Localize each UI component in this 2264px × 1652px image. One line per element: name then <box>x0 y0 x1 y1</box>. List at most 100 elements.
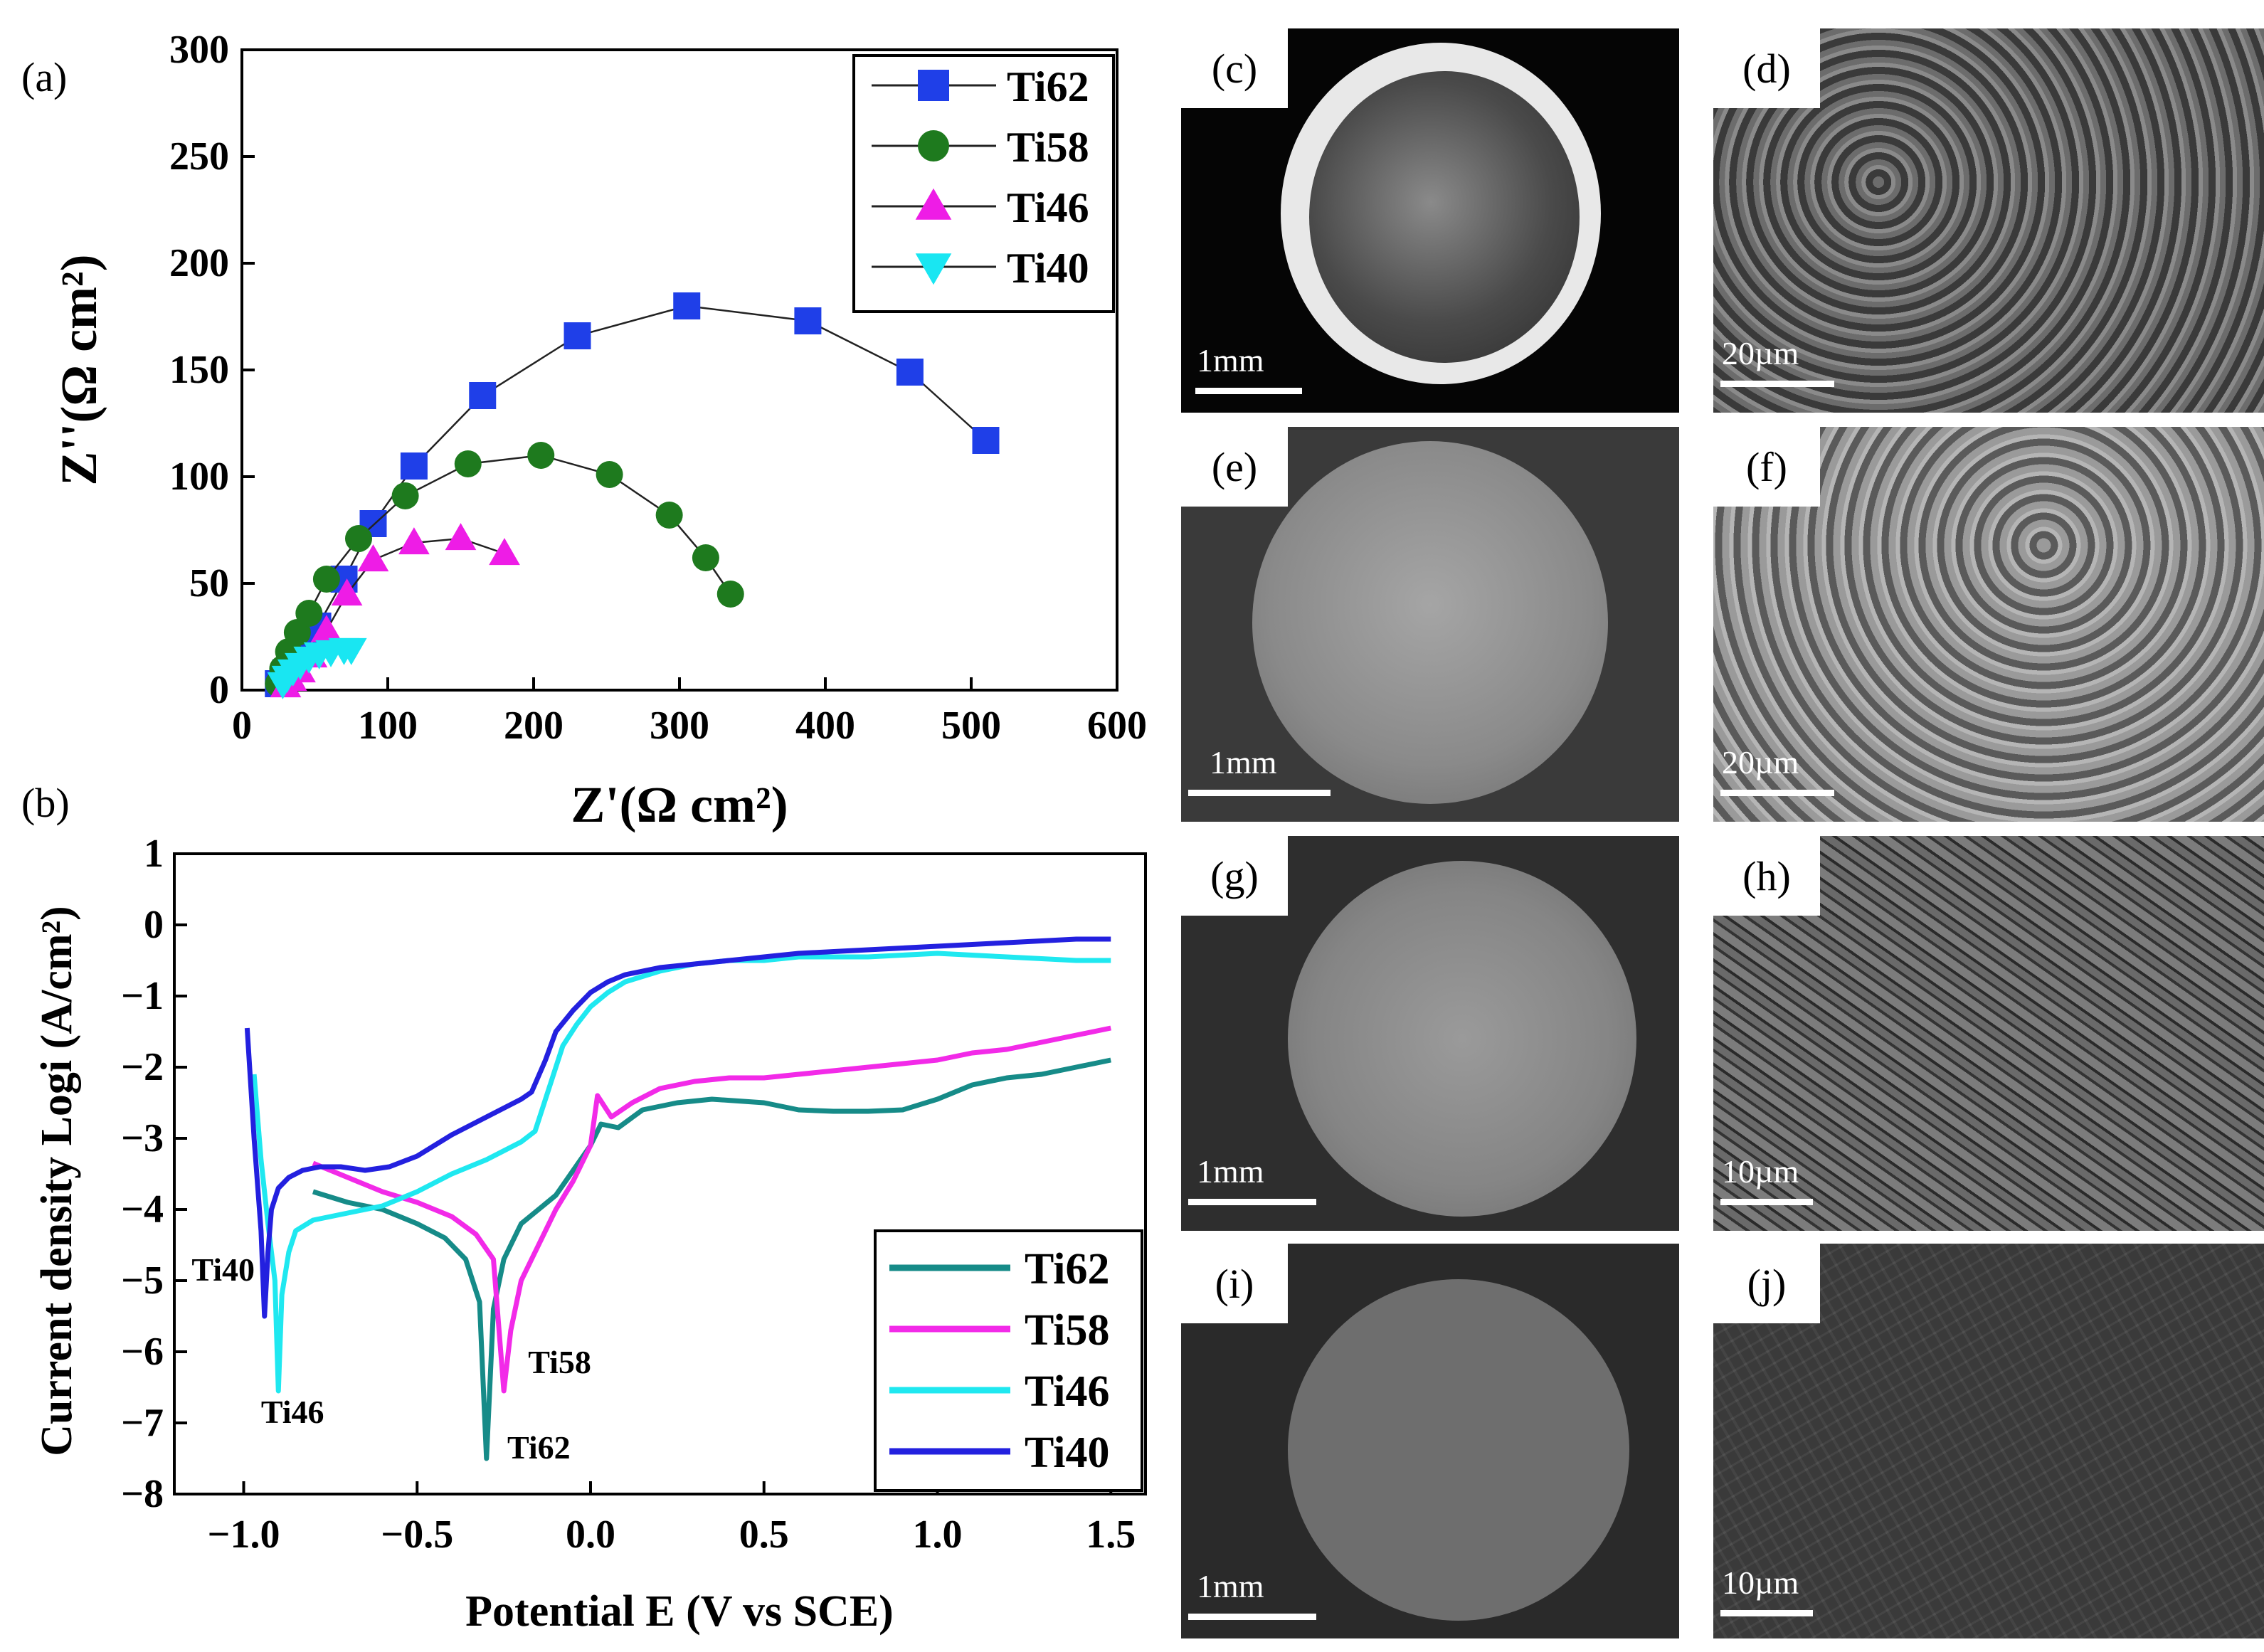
sem-i-label: (i) <box>1181 1244 1288 1323</box>
data-point <box>564 322 591 349</box>
data-point <box>295 600 323 627</box>
data-point <box>596 461 623 488</box>
data-point <box>311 615 342 642</box>
y-tick-label: −3 <box>121 1116 164 1160</box>
legend-marker <box>915 188 952 220</box>
panel-b-series <box>244 936 1111 1461</box>
y-tick-label: −6 <box>121 1330 164 1374</box>
x-tick-label: 400 <box>795 704 855 748</box>
y-tick-label: −7 <box>121 1401 164 1445</box>
sem-image-h: (h) 10µm <box>1713 836 2264 1231</box>
x-tick-label: 1.5 <box>1086 1513 1136 1557</box>
sem-f-scale-text: 20µm <box>1722 744 1799 780</box>
x-tick-label: 0.5 <box>739 1513 789 1557</box>
panel-b-ylabel: Current density Logi (A/cm²) <box>33 906 81 1456</box>
y-tick-label: 250 <box>169 134 229 179</box>
legend-marker <box>918 70 949 101</box>
x-tick-label: 500 <box>941 704 1001 748</box>
legend-label: Ti40 <box>1007 245 1089 292</box>
y-tick-label: 200 <box>169 241 229 285</box>
sem-g-label: (g) <box>1181 836 1288 916</box>
annotation-Ti62: Ti62 <box>507 1429 571 1466</box>
series-Ti58-line <box>312 1025 1111 1394</box>
sem-h-scale-bar <box>1720 1199 1813 1205</box>
sem-f-scale-bar <box>1720 790 1834 796</box>
y-tick-label: −8 <box>121 1472 164 1516</box>
panel-b-xlabel: Potential E (V vs SCE) <box>465 1587 894 1636</box>
sem-i-sample <box>1288 1279 1629 1621</box>
legend-label: Ti58 <box>1007 124 1089 171</box>
data-point <box>400 452 428 480</box>
panel-b: (b) −1.0 −0.5 0.0 0.5 1.0 1.5 −8−7−6−5−4−3−2−… <box>21 780 1147 1636</box>
y-tick-label: 0 <box>209 668 229 712</box>
y-tick-label: 0 <box>144 903 164 947</box>
x-tick-label: 0 <box>232 704 252 748</box>
sem-image-d: (d) 20µm <box>1713 28 2264 413</box>
panel-a-legend: Ti62 Ti58 Ti46 Ti40 <box>852 54 1115 313</box>
panel-b-label: (b) <box>21 780 70 826</box>
sem-d-label: (d) <box>1713 28 1820 108</box>
sem-c-scale-bar <box>1195 388 1302 394</box>
panel-a-x-ticks: 0 100 200 300 400 500 600 <box>232 677 1147 748</box>
legend-label: Ti40 <box>1025 1429 1109 1477</box>
y-tick-label: 150 <box>169 348 229 392</box>
sem-image-j: (j) 10µm <box>1713 1244 2264 1638</box>
x-tick-label: 600 <box>1087 704 1147 748</box>
panel-a-label: (a) <box>21 54 67 100</box>
sem-c-label: (c) <box>1181 28 1288 108</box>
data-point <box>692 544 719 571</box>
sem-image-e: (e) 1mm <box>1181 427 1679 822</box>
series-Ti62 <box>265 292 1000 697</box>
panel-a-y-ticks: 0 50 100 150 200 250 300 <box>169 28 255 712</box>
sem-j-label: (j) <box>1713 1244 1820 1323</box>
series-Ti40-line <box>244 936 1111 1319</box>
annotation-Ti40: Ti40 <box>191 1251 255 1288</box>
sem-e-sample <box>1252 441 1608 804</box>
panel-a-ylabel: Z''(Ω cm²) <box>51 254 107 485</box>
sem-f-label: (f) <box>1713 427 1820 507</box>
data-point <box>794 307 822 334</box>
sem-g-sample <box>1288 861 1636 1217</box>
sem-j-scale-text: 10µm <box>1722 1564 1799 1601</box>
series-Ti40 <box>267 637 367 699</box>
legend-label: Ti58 <box>1025 1306 1109 1355</box>
legend-label: Ti62 <box>1025 1245 1109 1293</box>
y-tick-label: −5 <box>121 1259 164 1303</box>
panel-a-legend-entries: Ti62 Ti58 Ti46 Ti40 <box>872 63 1089 292</box>
x-tick-label: 300 <box>650 704 709 748</box>
sem-h-scale-text: 10µm <box>1722 1153 1799 1190</box>
data-point <box>445 523 477 551</box>
data-point <box>972 427 1000 454</box>
sem-image-f: (f) 20µm <box>1713 427 2264 822</box>
sem-e-scale-text: 1mm <box>1210 744 1277 780</box>
panel-b-legend-box <box>874 1229 1143 1492</box>
data-point <box>454 450 482 477</box>
panel-a: (a) 0 100 200 300 400 500 600 0 50 100 150 200 250 3… <box>21 28 1147 833</box>
y-tick-label: −1 <box>121 974 164 1018</box>
x-tick-label: 0.0 <box>566 1513 615 1557</box>
series-Ti62-line <box>312 1057 1111 1461</box>
y-tick-label: −4 <box>121 1187 164 1232</box>
data-point <box>655 502 683 529</box>
sem-e-label: (e) <box>1181 427 1288 507</box>
annotation-Ti58: Ti58 <box>528 1344 591 1380</box>
sem-image-i: (i) 1mm <box>1181 1244 1679 1638</box>
panel-b-annotations: Ti40 Ti46 Ti58 Ti62 <box>191 1251 591 1466</box>
y-tick-label: 100 <box>169 455 229 499</box>
data-point <box>489 538 520 566</box>
panel-b-y-ticks: −8 −7 −6 −5 −4 −3 −2 −1 0 1 <box>121 832 187 1516</box>
sem-d-scale-bar <box>1720 381 1834 387</box>
annotation-Ti46: Ti46 <box>261 1394 324 1430</box>
data-point <box>331 578 363 606</box>
series-Ti46-line <box>251 951 1111 1394</box>
legend-marker <box>915 253 952 285</box>
data-point <box>716 581 744 608</box>
data-point <box>312 566 340 593</box>
y-tick-label: −2 <box>121 1045 164 1089</box>
x-tick-label: 1.0 <box>913 1513 963 1557</box>
x-tick-label: −1.0 <box>208 1513 280 1557</box>
sem-e-scale-bar <box>1188 790 1331 796</box>
sem-j-scale-bar <box>1720 1610 1813 1616</box>
series-line <box>277 305 987 684</box>
